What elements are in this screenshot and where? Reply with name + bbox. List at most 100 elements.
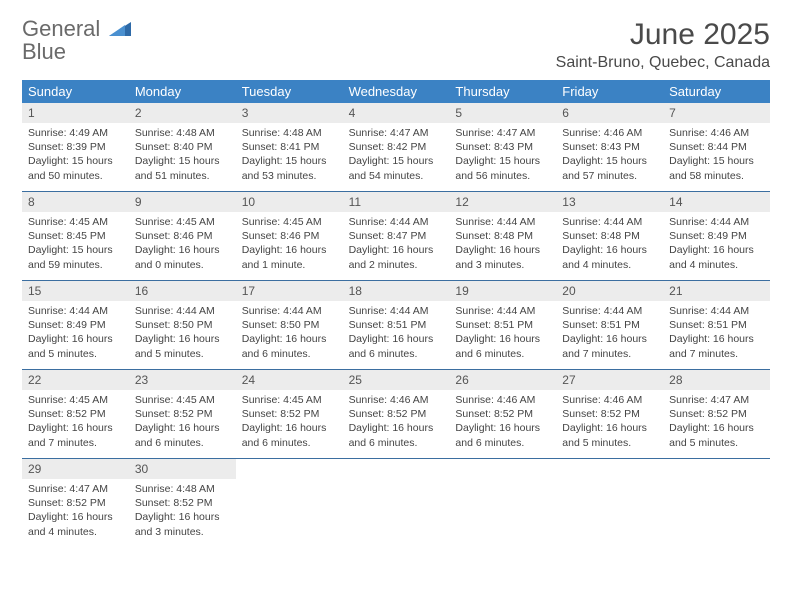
calendar-day: 8Sunrise: 4:45 AMSunset: 8:45 PMDaylight…: [22, 192, 129, 280]
weekday-header-row: Sunday Monday Tuesday Wednesday Thursday…: [22, 80, 770, 103]
day-details: Sunrise: 4:46 AMSunset: 8:44 PMDaylight:…: [663, 123, 770, 189]
calendar-day-empty: ..: [556, 459, 663, 547]
day-details: Sunrise: 4:44 AMSunset: 8:48 PMDaylight:…: [556, 212, 663, 278]
day-details: Sunrise: 4:45 AMSunset: 8:52 PMDaylight:…: [236, 390, 343, 456]
day-details: Sunrise: 4:45 AMSunset: 8:52 PMDaylight:…: [129, 390, 236, 456]
calendar-week: 29Sunrise: 4:47 AMSunset: 8:52 PMDayligh…: [22, 458, 770, 547]
day-number: 10: [236, 192, 343, 212]
day-number: 1: [22, 103, 129, 123]
day-number: 27: [556, 370, 663, 390]
day-number: 22: [22, 370, 129, 390]
day-details: Sunrise: 4:44 AMSunset: 8:51 PMDaylight:…: [449, 301, 556, 367]
day-number: 11: [343, 192, 450, 212]
day-number: 25: [343, 370, 450, 390]
calendar-day: 26Sunrise: 4:46 AMSunset: 8:52 PMDayligh…: [449, 370, 556, 458]
day-number: 29: [22, 459, 129, 479]
triangle-icon: [109, 23, 131, 40]
day-details: Sunrise: 4:49 AMSunset: 8:39 PMDaylight:…: [22, 123, 129, 189]
calendar-day: 27Sunrise: 4:46 AMSunset: 8:52 PMDayligh…: [556, 370, 663, 458]
calendar-day: 15Sunrise: 4:44 AMSunset: 8:49 PMDayligh…: [22, 281, 129, 369]
calendar-day: 12Sunrise: 4:44 AMSunset: 8:48 PMDayligh…: [449, 192, 556, 280]
day-details: Sunrise: 4:46 AMSunset: 8:52 PMDaylight:…: [343, 390, 450, 456]
day-details: Sunrise: 4:46 AMSunset: 8:43 PMDaylight:…: [556, 123, 663, 189]
day-number: 12: [449, 192, 556, 212]
day-details: Sunrise: 4:44 AMSunset: 8:51 PMDaylight:…: [556, 301, 663, 367]
day-details: Sunrise: 4:48 AMSunset: 8:40 PMDaylight:…: [129, 123, 236, 189]
weekday-header: Tuesday: [236, 80, 343, 103]
weekday-header: Thursday: [449, 80, 556, 103]
calendar-day: 23Sunrise: 4:45 AMSunset: 8:52 PMDayligh…: [129, 370, 236, 458]
calendar-day-empty: ..: [236, 459, 343, 547]
calendar-day-empty: ..: [449, 459, 556, 547]
calendar-day: 29Sunrise: 4:47 AMSunset: 8:52 PMDayligh…: [22, 459, 129, 547]
weekday-header: Wednesday: [343, 80, 450, 103]
calendar-day: 1Sunrise: 4:49 AMSunset: 8:39 PMDaylight…: [22, 103, 129, 191]
day-number: 6: [556, 103, 663, 123]
calendar-day: 2Sunrise: 4:48 AMSunset: 8:40 PMDaylight…: [129, 103, 236, 191]
day-details: Sunrise: 4:44 AMSunset: 8:49 PMDaylight:…: [22, 301, 129, 367]
day-number: 14: [663, 192, 770, 212]
weekday-header: Friday: [556, 80, 663, 103]
location-text: Saint-Bruno, Quebec, Canada: [556, 54, 770, 72]
day-details: Sunrise: 4:44 AMSunset: 8:50 PMDaylight:…: [236, 301, 343, 367]
day-number: 9: [129, 192, 236, 212]
day-number: 28: [663, 370, 770, 390]
weekday-header: Sunday: [22, 80, 129, 103]
day-number: 18: [343, 281, 450, 301]
calendar-day: 17Sunrise: 4:44 AMSunset: 8:50 PMDayligh…: [236, 281, 343, 369]
calendar-day: 22Sunrise: 4:45 AMSunset: 8:52 PMDayligh…: [22, 370, 129, 458]
calendar-day: 3Sunrise: 4:48 AMSunset: 8:41 PMDaylight…: [236, 103, 343, 191]
logo-word-blue: Blue: [22, 39, 66, 64]
day-number: 3: [236, 103, 343, 123]
day-number: 30: [129, 459, 236, 479]
calendar-week: 1Sunrise: 4:49 AMSunset: 8:39 PMDaylight…: [22, 103, 770, 191]
page-title: June 2025: [556, 18, 770, 52]
day-number: 8: [22, 192, 129, 212]
day-number: 20: [556, 281, 663, 301]
logo: General Blue: [22, 18, 131, 64]
calendar-day: 6Sunrise: 4:46 AMSunset: 8:43 PMDaylight…: [556, 103, 663, 191]
calendar-day: 20Sunrise: 4:44 AMSunset: 8:51 PMDayligh…: [556, 281, 663, 369]
day-details: Sunrise: 4:48 AMSunset: 8:41 PMDaylight:…: [236, 123, 343, 189]
calendar-day: 7Sunrise: 4:46 AMSunset: 8:44 PMDaylight…: [663, 103, 770, 191]
calendar-week: 22Sunrise: 4:45 AMSunset: 8:52 PMDayligh…: [22, 369, 770, 458]
day-number: 23: [129, 370, 236, 390]
day-number: 26: [449, 370, 556, 390]
day-number: 7: [663, 103, 770, 123]
day-details: Sunrise: 4:47 AMSunset: 8:42 PMDaylight:…: [343, 123, 450, 189]
day-details: Sunrise: 4:45 AMSunset: 8:45 PMDaylight:…: [22, 212, 129, 278]
header: General Blue June 2025 Saint-Bruno, Queb…: [22, 18, 770, 72]
calendar-day: 16Sunrise: 4:44 AMSunset: 8:50 PMDayligh…: [129, 281, 236, 369]
day-number: 17: [236, 281, 343, 301]
calendar-body: 1Sunrise: 4:49 AMSunset: 8:39 PMDaylight…: [22, 103, 770, 547]
calendar-day: 14Sunrise: 4:44 AMSunset: 8:49 PMDayligh…: [663, 192, 770, 280]
calendar-week: 15Sunrise: 4:44 AMSunset: 8:49 PMDayligh…: [22, 280, 770, 369]
day-number: 5: [449, 103, 556, 123]
weekday-header: Monday: [129, 80, 236, 103]
calendar-day: 18Sunrise: 4:44 AMSunset: 8:51 PMDayligh…: [343, 281, 450, 369]
day-details: Sunrise: 4:45 AMSunset: 8:46 PMDaylight:…: [236, 212, 343, 278]
day-details: Sunrise: 4:44 AMSunset: 8:48 PMDaylight:…: [449, 212, 556, 278]
calendar: Sunday Monday Tuesday Wednesday Thursday…: [22, 80, 770, 547]
calendar-day: 4Sunrise: 4:47 AMSunset: 8:42 PMDaylight…: [343, 103, 450, 191]
day-number: 19: [449, 281, 556, 301]
day-details: Sunrise: 4:44 AMSunset: 8:50 PMDaylight:…: [129, 301, 236, 367]
logo-word-general: General: [22, 16, 100, 41]
day-details: Sunrise: 4:44 AMSunset: 8:51 PMDaylight:…: [663, 301, 770, 367]
calendar-page: General Blue June 2025 Saint-Bruno, Queb…: [0, 0, 792, 565]
day-details: Sunrise: 4:44 AMSunset: 8:47 PMDaylight:…: [343, 212, 450, 278]
calendar-day: 21Sunrise: 4:44 AMSunset: 8:51 PMDayligh…: [663, 281, 770, 369]
calendar-day: 30Sunrise: 4:48 AMSunset: 8:52 PMDayligh…: [129, 459, 236, 547]
calendar-day: 11Sunrise: 4:44 AMSunset: 8:47 PMDayligh…: [343, 192, 450, 280]
day-details: Sunrise: 4:46 AMSunset: 8:52 PMDaylight:…: [449, 390, 556, 456]
calendar-day-empty: ..: [343, 459, 450, 547]
day-number: 21: [663, 281, 770, 301]
day-number: 16: [129, 281, 236, 301]
calendar-day: 10Sunrise: 4:45 AMSunset: 8:46 PMDayligh…: [236, 192, 343, 280]
calendar-week: 8Sunrise: 4:45 AMSunset: 8:45 PMDaylight…: [22, 191, 770, 280]
day-details: Sunrise: 4:48 AMSunset: 8:52 PMDaylight:…: [129, 479, 236, 545]
day-details: Sunrise: 4:47 AMSunset: 8:52 PMDaylight:…: [22, 479, 129, 545]
title-block: June 2025 Saint-Bruno, Quebec, Canada: [556, 18, 770, 72]
day-details: Sunrise: 4:47 AMSunset: 8:43 PMDaylight:…: [449, 123, 556, 189]
day-number: 24: [236, 370, 343, 390]
